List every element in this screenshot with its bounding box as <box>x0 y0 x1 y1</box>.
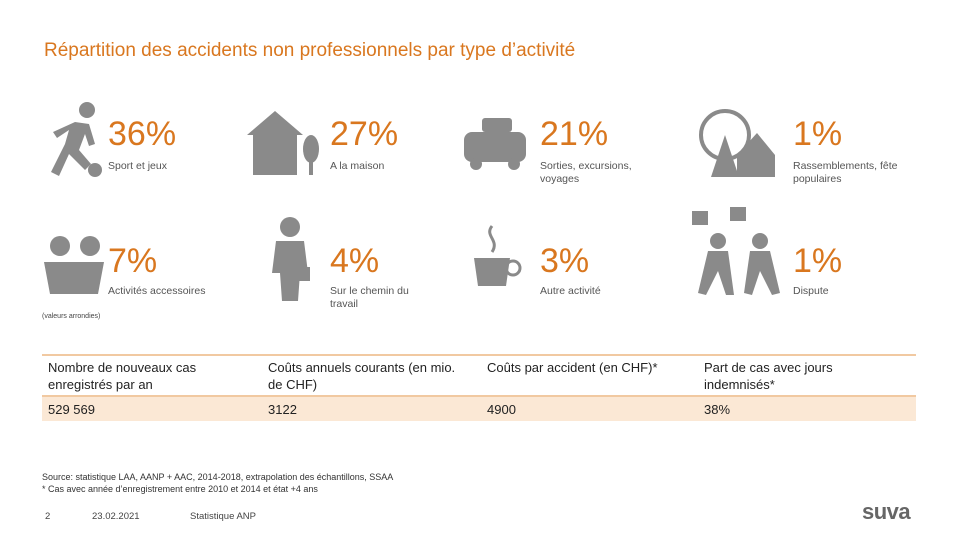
activity-label: Rassemblements, fête populaires <box>793 160 898 185</box>
activity-label: Autre activité <box>540 285 601 297</box>
table-header: Nombre de nouveaux cas enregistrés par a… <box>48 360 197 392</box>
table-cell: 4900 <box>487 402 516 417</box>
table-header: Part de cas avec jours indemnisés* <box>704 360 833 392</box>
table-row-bg <box>42 397 916 421</box>
activity-percent: 7% <box>108 242 158 280</box>
icon-garden <box>44 236 104 294</box>
activity-label: Sport et jeux <box>108 160 167 172</box>
activity-label: A la maison <box>330 160 385 172</box>
table-rule <box>42 395 916 397</box>
footer-label: Statistique ANP <box>190 511 257 522</box>
activity-percent: 3% <box>540 242 590 280</box>
table-cell: 38% <box>704 402 731 417</box>
table-cell: 3122 <box>268 402 297 417</box>
icon-car <box>464 118 526 170</box>
table-header: Coûts par accident (en CHF)* <box>487 360 658 375</box>
activity-percent: 1% <box>793 115 843 153</box>
activity-percent: 4% <box>330 242 380 280</box>
slide-title: Répartition des accidents non profession… <box>44 40 576 61</box>
logo: suva <box>862 499 911 524</box>
activity-label: Dispute <box>793 285 829 297</box>
activity-label: Sorties, excursions, voyages <box>540 160 632 185</box>
icon-coffee <box>474 225 522 286</box>
activity-percent: 27% <box>330 115 399 153</box>
table-cell: 529 569 <box>48 402 95 417</box>
icon-worker <box>272 217 310 301</box>
table-header: Coûts annuels courants (en mio. de CHF) <box>268 360 456 392</box>
table-rule <box>42 354 916 356</box>
date: 23.02.2021 <box>92 511 140 522</box>
icon-fair <box>699 109 775 177</box>
activity-percent: 1% <box>793 242 843 280</box>
icon-dispute <box>692 207 780 295</box>
activity-label: Activités accessoires <box>108 285 206 297</box>
source: * Cas avec année d’enregistrement entre … <box>42 484 318 494</box>
note: (valeurs arrondies) <box>42 313 101 320</box>
activity-percent: 21% <box>540 115 609 153</box>
source: Source: statistique LAA, AANP + AAC, 201… <box>42 472 394 482</box>
icon-sport <box>51 102 102 177</box>
activity-percent: 36% <box>108 115 177 153</box>
icon-house <box>247 111 319 175</box>
page-number: 2 <box>45 511 51 522</box>
activity-label: Sur le chemin du travail <box>330 285 409 310</box>
